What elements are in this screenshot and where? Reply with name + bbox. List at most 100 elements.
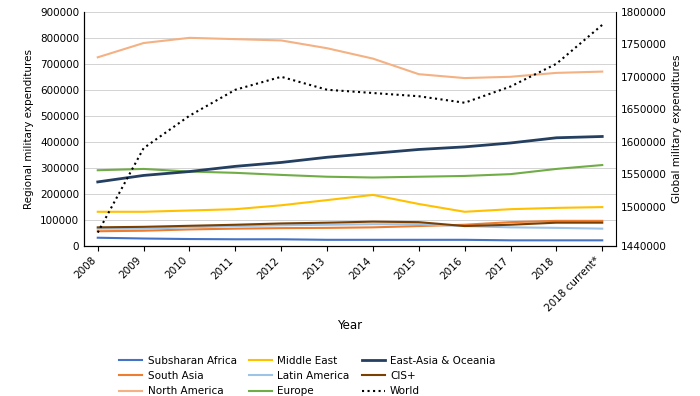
Subsharan Africa [231, 237, 239, 242]
North America [369, 56, 377, 61]
North America [461, 76, 469, 80]
North America [506, 74, 514, 79]
Subsharan Africa [414, 238, 423, 242]
North America [231, 37, 239, 42]
Subsharan Africa [369, 238, 377, 242]
Europe [369, 175, 377, 180]
World [506, 84, 514, 89]
Latin America [506, 225, 514, 230]
South Asia [94, 229, 102, 234]
Europe [231, 170, 239, 175]
CIS+ [369, 219, 377, 224]
East-Asia & Oceania [231, 164, 239, 169]
South Asia [231, 226, 239, 231]
Middle East [323, 198, 331, 202]
Europe [186, 169, 194, 174]
Subsharan Africa [139, 236, 148, 241]
Europe [139, 167, 148, 171]
Line: East-Asia & Oceania: East-Asia & Oceania [98, 137, 602, 182]
Middle East [598, 205, 606, 209]
North America [323, 46, 331, 51]
Europe [323, 174, 331, 179]
Middle East [369, 192, 377, 197]
East-Asia & Oceania [186, 169, 194, 174]
South Asia [598, 219, 606, 223]
CIS+ [414, 220, 423, 225]
CIS+ [461, 224, 469, 228]
World [598, 23, 606, 27]
Legend: Subsharan Africa, South Asia, North America, Middle East, Latin America, Europe,: Subsharan Africa, South Asia, North Amer… [120, 356, 496, 396]
Subsharan Africa [552, 238, 561, 243]
North America [414, 72, 423, 76]
World [552, 61, 561, 66]
CIS+ [323, 220, 331, 225]
Middle East [186, 208, 194, 213]
Subsharan Africa [461, 238, 469, 242]
Europe [598, 163, 606, 168]
Line: Latin America: Latin America [98, 224, 602, 228]
Europe [94, 168, 102, 173]
North America [552, 70, 561, 75]
World [139, 146, 148, 150]
Subsharan Africa [598, 238, 606, 243]
Line: CIS+: CIS+ [98, 222, 602, 227]
CIS+ [552, 220, 561, 225]
Middle East [277, 203, 286, 208]
Middle East [552, 206, 561, 210]
Latin America [323, 223, 331, 227]
Middle East [414, 202, 423, 206]
Line: World: World [98, 25, 602, 232]
X-axis label: Year: Year [337, 319, 363, 332]
CIS+ [598, 220, 606, 225]
North America [186, 36, 194, 40]
CIS+ [506, 223, 514, 227]
Europe [461, 173, 469, 178]
Latin America [598, 226, 606, 231]
Subsharan Africa [186, 237, 194, 242]
Line: South Asia: South Asia [98, 221, 602, 231]
Y-axis label: Global military expenditures: Global military expenditures [672, 54, 682, 203]
Europe [414, 174, 423, 179]
Y-axis label: Regional military expenditures: Regional military expenditures [25, 49, 34, 209]
South Asia [461, 223, 469, 227]
World [369, 91, 377, 95]
Subsharan Africa [277, 237, 286, 242]
CIS+ [186, 223, 194, 228]
East-Asia & Oceania [414, 147, 423, 152]
Line: Europe: Europe [98, 165, 602, 177]
Latin America [414, 222, 423, 227]
East-Asia & Oceania [598, 134, 606, 139]
CIS+ [277, 221, 286, 226]
South Asia [139, 228, 148, 233]
East-Asia & Oceania [552, 135, 561, 140]
South Asia [552, 219, 561, 223]
Middle East [94, 209, 102, 214]
East-Asia & Oceania [277, 160, 286, 165]
Subsharan Africa [323, 238, 331, 242]
East-Asia & Oceania [461, 145, 469, 149]
North America [139, 41, 148, 46]
Latin America [552, 225, 561, 230]
Middle East [506, 207, 514, 211]
Subsharan Africa [94, 235, 102, 240]
East-Asia & Oceania [94, 179, 102, 184]
World [231, 88, 239, 92]
Europe [277, 173, 286, 177]
North America [94, 55, 102, 60]
East-Asia & Oceania [506, 141, 514, 145]
South Asia [323, 225, 331, 230]
Line: Subsharan Africa: Subsharan Africa [98, 238, 602, 240]
East-Asia & Oceania [139, 173, 148, 178]
South Asia [369, 225, 377, 230]
World [461, 100, 469, 105]
Latin America [277, 223, 286, 228]
World [186, 113, 194, 118]
South Asia [186, 227, 194, 232]
South Asia [277, 226, 286, 230]
Latin America [231, 224, 239, 228]
Latin America [139, 226, 148, 231]
World [277, 74, 286, 79]
Europe [506, 172, 514, 177]
Line: North America: North America [98, 38, 602, 78]
South Asia [414, 224, 423, 228]
